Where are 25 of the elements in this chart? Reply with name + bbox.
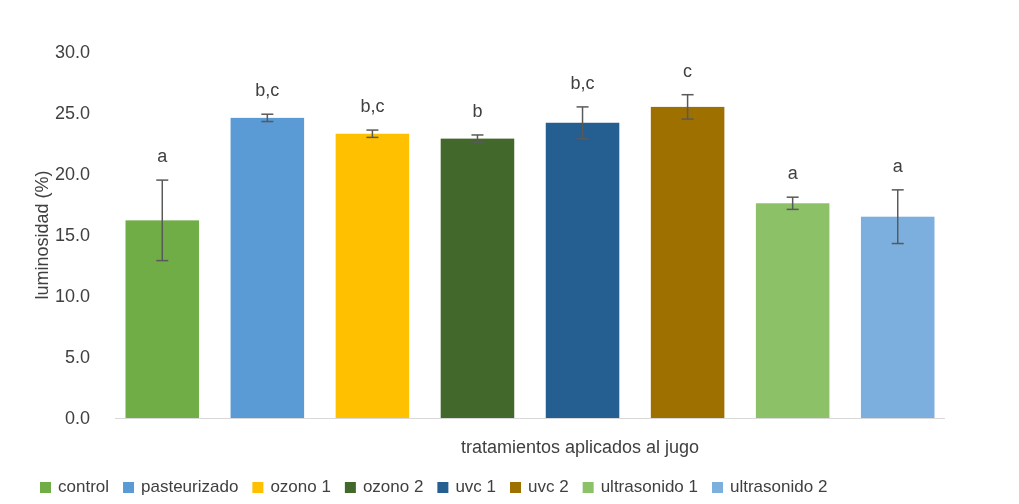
y-tick-label: 10.0 <box>54 286 90 307</box>
legend-label: uvc 2 <box>528 477 569 497</box>
legend-label: uvc 1 <box>455 477 497 497</box>
legend-label: control <box>58 477 110 497</box>
annotation: b <box>472 100 483 121</box>
y-tick-label: 30.0 <box>54 42 90 63</box>
y-tick-label: 15.0 <box>54 225 90 246</box>
legend-label: ozono 2 <box>362 477 424 497</box>
annotation: b,c <box>255 80 280 101</box>
y-axis-title: luminosidad (%) <box>32 170 52 300</box>
y-tick-label: 0.0 <box>64 408 90 429</box>
legend-label: ultrasonido 1 <box>600 477 698 497</box>
annotation: a <box>157 146 169 167</box>
legend-label: pasteurizado <box>141 477 239 497</box>
annotation: b,c <box>360 96 385 117</box>
y-tick-label: 20.0 <box>54 164 90 185</box>
x-axis-title: tratamientos aplicados al jugo <box>460 437 700 457</box>
y-tick-label: 25.0 <box>54 103 90 124</box>
legend-label: ultrasonido 2 <box>730 477 828 497</box>
y-tick-label: 5.0 <box>64 347 90 368</box>
annotation: b,c <box>570 72 595 93</box>
annotation: a <box>787 163 799 184</box>
legend-label: ozono 1 <box>270 477 331 497</box>
annotation: a <box>892 155 904 176</box>
annotation: c <box>683 60 693 81</box>
